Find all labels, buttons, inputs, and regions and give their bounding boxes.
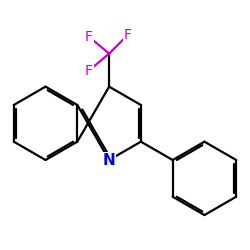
Text: F: F xyxy=(124,28,132,42)
Text: F: F xyxy=(85,64,93,78)
Text: F: F xyxy=(85,30,93,44)
Text: N: N xyxy=(103,152,116,168)
